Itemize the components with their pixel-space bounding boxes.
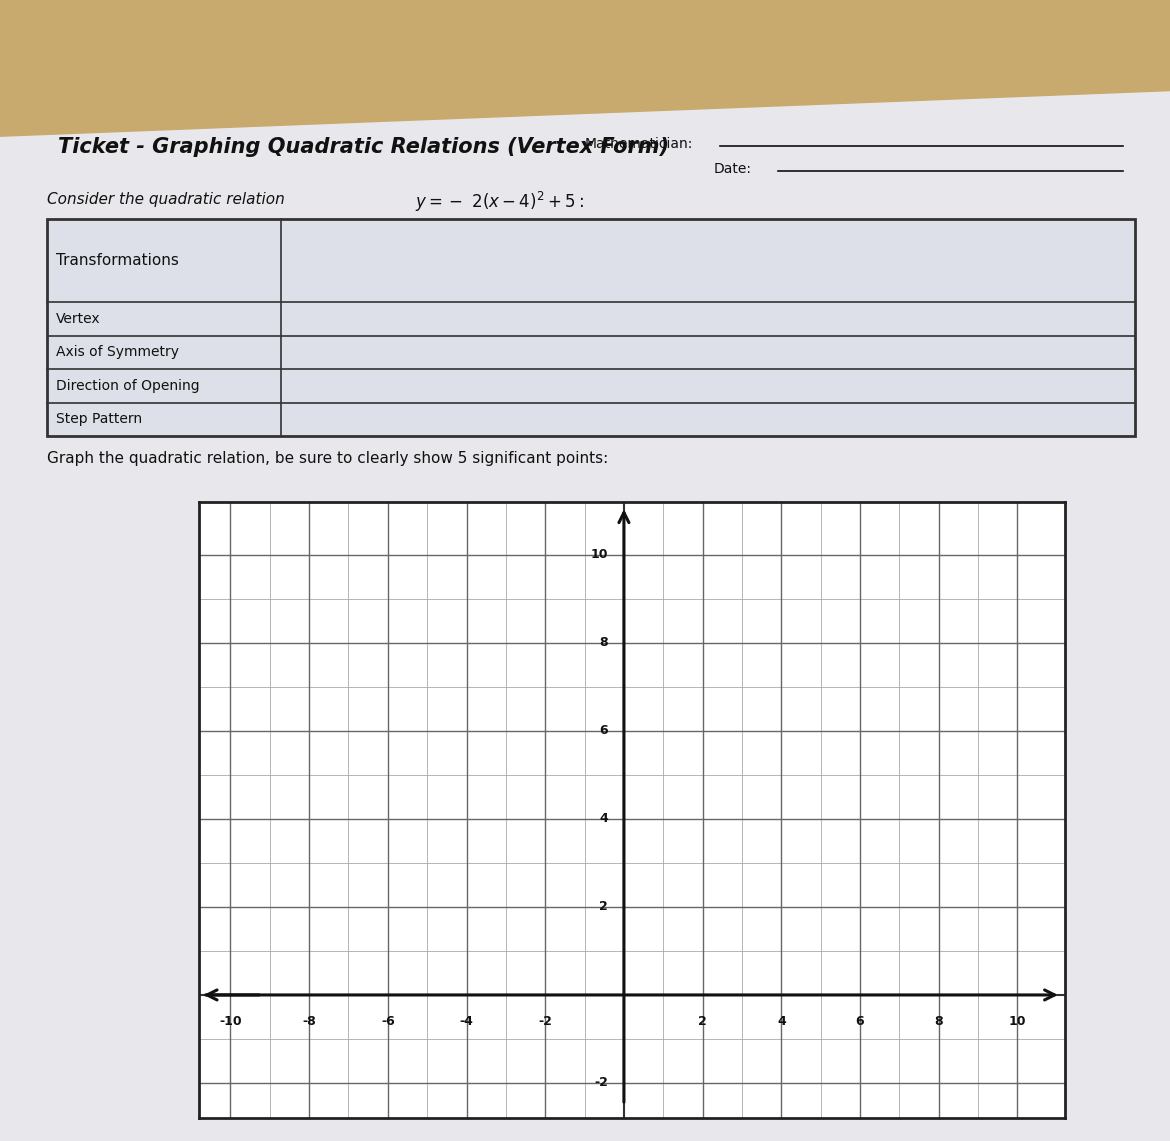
Text: Ticket - Graphing Quadratic Relations (Vertex Form): Ticket - Graphing Quadratic Relations (V… xyxy=(58,137,669,157)
Polygon shape xyxy=(0,91,1170,1141)
Text: -8: -8 xyxy=(302,1014,316,1028)
Text: 4: 4 xyxy=(599,812,608,825)
Text: 10: 10 xyxy=(1009,1014,1026,1028)
Text: 6: 6 xyxy=(599,725,608,737)
Text: -2: -2 xyxy=(538,1014,552,1028)
Bar xyxy=(47,219,1135,436)
Text: Axis of Symmetry: Axis of Symmetry xyxy=(56,346,179,359)
Text: -6: -6 xyxy=(381,1014,394,1028)
Text: Vertex: Vertex xyxy=(56,313,101,326)
Text: 2: 2 xyxy=(599,900,608,914)
Text: Graph the quadratic relation, be sure to clearly show 5 significant points:: Graph the quadratic relation, be sure to… xyxy=(47,451,608,466)
Text: 8: 8 xyxy=(935,1014,943,1028)
Text: -10: -10 xyxy=(219,1014,242,1028)
Text: 10: 10 xyxy=(591,549,608,561)
Text: Date:: Date: xyxy=(714,162,751,176)
Text: Transformations: Transformations xyxy=(56,253,179,268)
Text: Mathematician:: Mathematician: xyxy=(585,137,694,151)
Text: 2: 2 xyxy=(698,1014,707,1028)
Text: 4: 4 xyxy=(777,1014,786,1028)
Text: Direction of Opening: Direction of Opening xyxy=(56,379,200,393)
Text: $y = -\ 2(x - 4)^{2} + 5:$: $y = -\ 2(x - 4)^{2} + 5:$ xyxy=(415,189,584,213)
Bar xyxy=(47,219,1135,436)
Text: -4: -4 xyxy=(460,1014,474,1028)
Text: 8: 8 xyxy=(599,637,608,649)
Text: Consider the quadratic relation: Consider the quadratic relation xyxy=(47,192,289,207)
Text: -2: -2 xyxy=(594,1076,608,1090)
Text: 6: 6 xyxy=(855,1014,865,1028)
Text: Step Pattern: Step Pattern xyxy=(56,412,143,427)
